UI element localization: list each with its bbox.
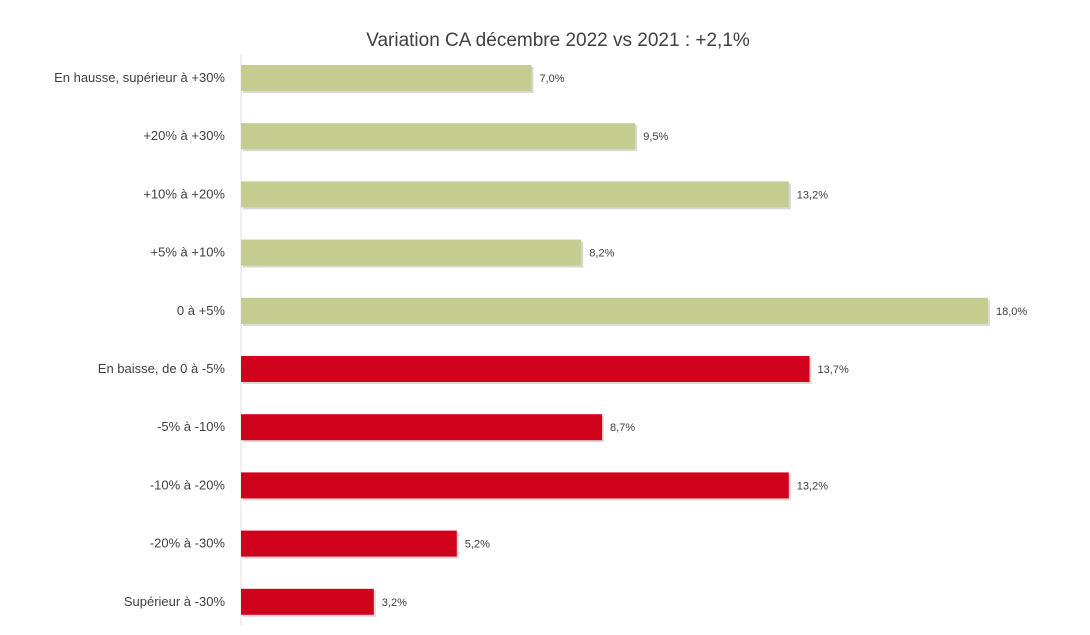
category-label: En hausse, supérieur à +30% bbox=[54, 70, 225, 85]
data-label: 7,0% bbox=[540, 73, 565, 85]
category-label: -10% à -20% bbox=[150, 477, 226, 492]
data-label: 13,2% bbox=[797, 189, 828, 201]
category-label: +20% à +30% bbox=[143, 128, 225, 143]
bar bbox=[241, 297, 988, 324]
bar bbox=[241, 181, 789, 208]
data-label: 13,7% bbox=[818, 364, 849, 376]
data-label: 13,2% bbox=[797, 480, 828, 492]
category-label: 0 à +5% bbox=[177, 303, 226, 318]
bar bbox=[241, 414, 603, 441]
data-label: 3,2% bbox=[382, 597, 407, 609]
chart-title: Variation CA décembre 2022 vs 2021 : +2,… bbox=[366, 30, 750, 51]
bar bbox=[241, 588, 374, 615]
data-label: 5,2% bbox=[465, 539, 490, 551]
category-label: -20% à -30% bbox=[150, 536, 226, 551]
bar bbox=[241, 472, 789, 499]
category-label: +10% à +20% bbox=[143, 186, 225, 201]
data-label: 9,5% bbox=[643, 131, 668, 143]
category-label: -5% à -10% bbox=[157, 419, 225, 434]
bar bbox=[241, 239, 582, 266]
category-label: +5% à +10% bbox=[151, 245, 226, 260]
bar bbox=[241, 356, 810, 382]
data-label: 8,7% bbox=[610, 422, 635, 434]
category-label: Supérieur à -30% bbox=[124, 594, 226, 609]
data-label: 18,0% bbox=[996, 306, 1027, 318]
bar bbox=[241, 530, 457, 557]
bar bbox=[241, 65, 532, 91]
data-label: 8,2% bbox=[589, 248, 614, 260]
bar bbox=[241, 123, 636, 150]
category-label: En baisse, de 0 à -5% bbox=[98, 361, 226, 376]
